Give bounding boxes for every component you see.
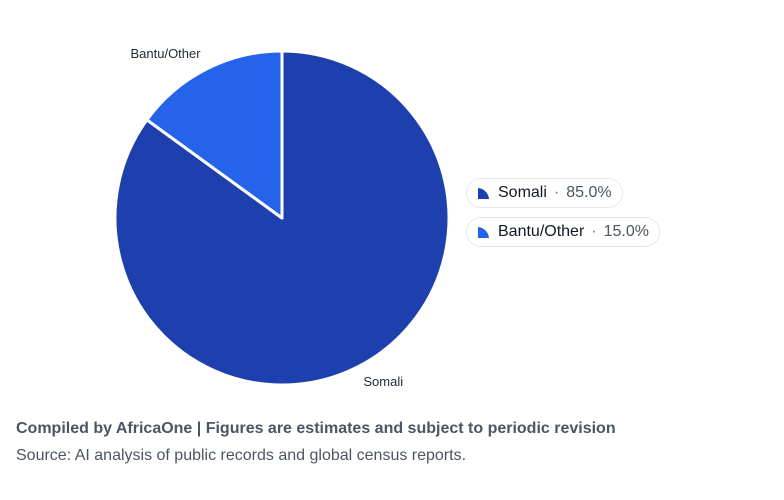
legend-value: 15.0% — [603, 223, 649, 240]
legend-item-somali[interactable]: Somali · 85.0% — [466, 178, 623, 208]
slice-label-somali: Somali — [363, 374, 403, 389]
footer-credit: Compiled by AfricaOne | Figures are esti… — [16, 420, 616, 437]
legend-label: Somali — [498, 184, 547, 201]
legend-separator: · — [591, 223, 597, 240]
pie-slice-icon — [478, 187, 489, 199]
pie-chart: Somali Bantu/Other — [113, 46, 451, 389]
chart-footer: Compiled by AfricaOne | Figures are esti… — [16, 420, 616, 465]
pie-slice-icon — [478, 226, 489, 238]
legend-item-bantu-other[interactable]: Bantu/Other · 15.0% — [466, 217, 660, 247]
footer-source: Source: AI analysis of public records an… — [16, 447, 467, 464]
legend-value: 85.0% — [566, 184, 612, 201]
pie-slice-bantu-other[interactable] — [145, 49, 284, 220]
legend-label: Bantu/Other — [498, 223, 585, 240]
slice-label-bantu-other: Bantu/Other — [130, 46, 201, 61]
chart-legend: Somali · 85.0% Bantu/Other · 15.0% — [466, 178, 660, 247]
legend-separator: · — [553, 184, 560, 201]
pie-slice-labels: Somali Bantu/Other — [130, 46, 403, 389]
pie-slices — [113, 49, 451, 387]
